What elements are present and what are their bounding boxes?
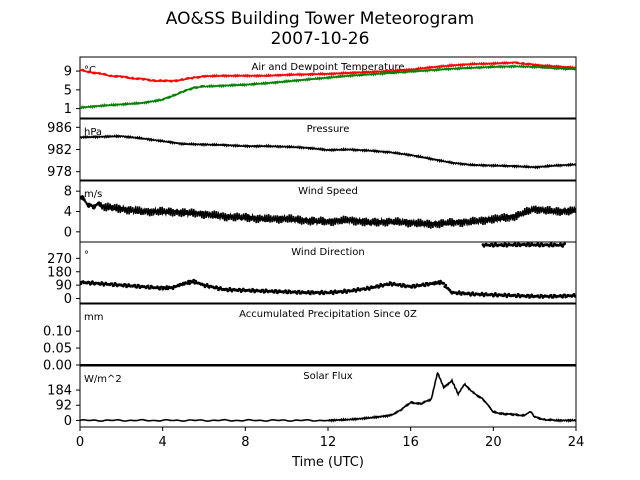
data-point [538,244,542,248]
x-tick-label: 8 [241,435,249,450]
data-point [187,279,190,283]
x-axis-label: Time (UTC) [291,455,364,470]
series-line [80,64,576,110]
panel-unit: hPa [84,127,102,138]
panel-unit: W/m^2 [84,374,122,385]
y-tick-label: 180 [47,265,72,280]
y-tick-label: 982 [47,143,72,158]
series-1 [80,133,576,170]
data-point [286,291,290,295]
data-point [309,292,312,296]
data-point [164,287,168,291]
series-2 [80,64,576,110]
y-tick-label: 9 [64,65,72,80]
panel-title: Air and Dewpoint Temperature [252,62,405,73]
series-line [80,133,576,170]
data-point [561,295,564,299]
series-line [80,195,576,229]
x-axis: 0 4 8 12 16 20 24 [76,427,584,450]
panel-unit: ° [84,250,89,261]
y-tick-label: 92 [55,399,72,414]
y-tick-label: 1 [64,102,72,117]
series-line [80,371,576,423]
panel-5: 0.00 0.05 0.10 Accumulated Precipitation Si… [43,303,577,374]
x-tick-label: 20 [485,435,502,450]
series-1 [80,195,576,229]
series-1 [80,371,576,423]
data-point [549,293,553,297]
x-tick-label: 12 [320,435,337,450]
panel-1: 1 5 9 Air and Dewpoint Temperature °C [64,56,577,119]
data-point [364,287,368,291]
data-point [423,284,427,288]
data-point [297,289,301,293]
data-point [515,244,519,248]
y-tick-label: 978 [47,165,72,180]
y-tick-label: 5 [64,83,72,98]
panel-title: Pressure [307,124,350,135]
y-tick-label: 90 [55,279,72,294]
panel-unit: mm [84,312,103,323]
panel-frame [79,241,577,304]
y-tick-label: 0.05 [43,342,72,357]
panel-unit: m/s [84,189,102,200]
y-tick-label: 0 [64,292,72,307]
panel-title: Accumulated Precipitation Since 0Z [239,309,417,320]
chart-subtitle: 2007-10-26 [271,29,370,49]
data-point [438,282,441,286]
y-tick-label: 184 [47,384,72,399]
panel-frame [79,56,577,119]
series-1 [80,278,576,299]
data-point [146,284,150,288]
data-point [563,242,566,246]
data-point [573,294,576,298]
series-1 [80,60,576,83]
data-point [563,293,566,297]
panel-3: 0 4 8 Wind Speed m/s [64,180,577,243]
panel-title: Solar Flux [303,371,353,382]
data-point [171,287,175,290]
data-point [442,281,446,285]
series-2 [481,242,566,248]
x-tick-label: 4 [159,435,167,450]
series-line [80,60,576,83]
panel-title: Wind Speed [298,186,358,197]
y-tick-label: 0.10 [43,325,72,340]
panel-title: Wind Direction [291,247,365,258]
y-tick-label: 0 [64,414,72,429]
y-tick-label: 0.00 [43,359,72,374]
data-point [274,289,278,292]
y-tick-label: 8 [64,185,72,200]
data-point [165,285,169,288]
data-point [527,242,530,246]
data-point [551,295,555,299]
data-point [124,283,127,286]
data-point [549,242,553,246]
chart-title: AO&SS Building Tower Meteorogram [166,9,474,29]
panels: 159 Air and Dewpoint Temperature°C9789829… [43,56,577,429]
data-point [444,283,448,287]
y-tick-label: 4 [64,205,72,220]
data-point [160,285,164,289]
data-point [261,288,265,292]
x-tick-label: 24 [568,435,585,450]
data-point [502,244,506,248]
y-tick-label: 270 [47,252,72,267]
y-tick-label: 986 [47,121,72,136]
panel-2: 978 982 986 Pressure hPa [47,118,577,181]
data-point [389,281,393,285]
data-point [387,283,391,287]
data-point [188,282,191,286]
y-tick-label: 0 [64,225,72,240]
x-tick-label: 16 [402,435,419,450]
data-point [538,295,542,299]
x-tick-label: 0 [76,435,84,450]
data-point [135,285,139,289]
data-point [527,293,530,297]
panel-unit: °C [84,65,96,76]
